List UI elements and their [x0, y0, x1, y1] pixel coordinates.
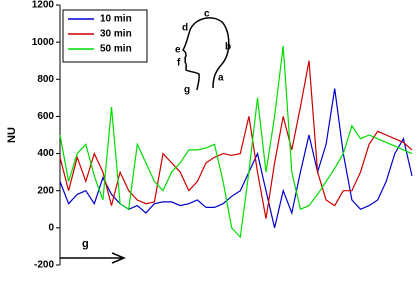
head-label: d: [182, 23, 188, 34]
plot: [59, 45, 413, 239]
legend-label: 30 min: [100, 29, 132, 40]
head-label: g: [184, 85, 190, 96]
y-tick-label: 200: [37, 185, 54, 196]
head-label: c: [204, 9, 210, 20]
y-tick-label: -200: [34, 260, 54, 271]
head-label: a: [218, 73, 224, 84]
y-tick-label: 1200: [32, 0, 55, 11]
arrow: [60, 252, 126, 264]
legend: 10 min 30 min 50 min: [62, 9, 148, 63]
y-tick-label: 600: [37, 111, 54, 122]
series-line: [59, 88, 413, 229]
head-label: e: [175, 45, 181, 56]
head-diagram: a b c d e f g g: [60, 9, 231, 264]
y-tick-label: 800: [37, 74, 54, 85]
y-tick-label: 0: [48, 222, 54, 233]
head-label: f: [177, 58, 181, 69]
head-outline: [181, 17, 230, 91]
y-tick-label: 1000: [32, 37, 55, 48]
arrow-label: g: [82, 238, 89, 250]
legend-label: 10 min: [100, 14, 132, 25]
legend-label: 50 min: [100, 44, 132, 55]
head-label: b: [225, 42, 231, 53]
y-axis-label: NU: [6, 127, 18, 143]
y-tick-label: 400: [37, 148, 54, 159]
series-line: [59, 45, 413, 239]
series-line: [59, 60, 413, 219]
